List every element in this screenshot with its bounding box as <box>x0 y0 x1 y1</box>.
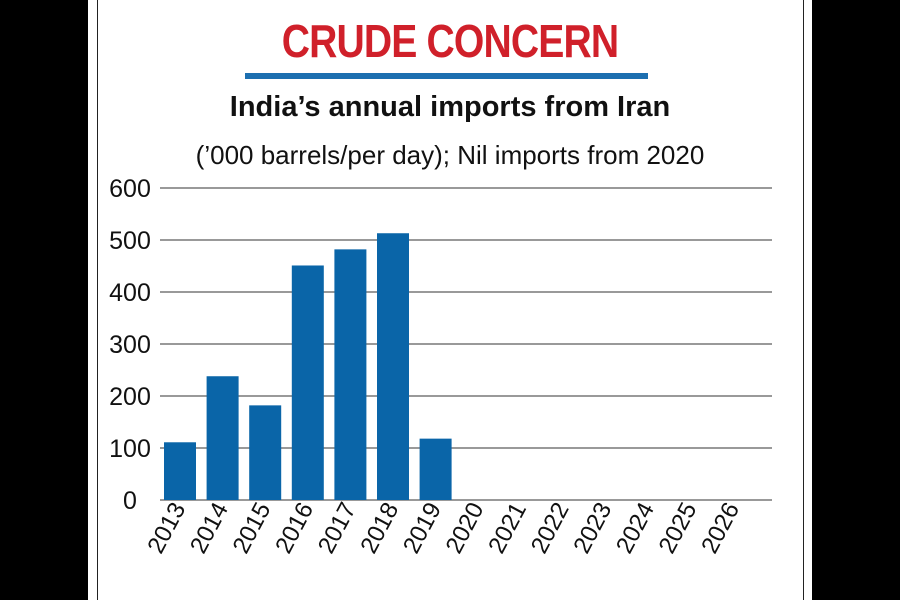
chart-note: (’000 barrels/per day); Nil imports from… <box>195 140 705 170</box>
y-tick-label: 200 <box>109 383 151 411</box>
y-tick-label: 0 <box>123 487 137 515</box>
x-tick-label: 2026 <box>696 498 745 558</box>
bar-2014 <box>206 376 239 500</box>
bar-2018 <box>377 233 409 501</box>
x-tick-label: 2015 <box>228 498 277 558</box>
x-tick-label: 2017 <box>313 498 362 558</box>
bar-2019 <box>419 438 452 500</box>
y-tick-label: 400 <box>109 279 151 307</box>
x-tick-label: 2023 <box>568 498 617 558</box>
x-tick-label: 2025 <box>654 498 703 558</box>
x-tick-label: 2022 <box>526 498 575 558</box>
panel-border <box>97 0 804 600</box>
x-tick-label: 2013 <box>142 498 191 558</box>
chart-subtitle: India’s annual imports from Iran <box>229 91 671 123</box>
title-underline <box>245 73 648 79</box>
bar-2017 <box>334 249 367 500</box>
y-tick-label: 500 <box>109 227 151 255</box>
y-tick-label: 300 <box>109 331 151 359</box>
x-tick-label: 2021 <box>483 498 532 558</box>
bar-2015 <box>249 405 282 500</box>
bar-2013 <box>164 442 196 500</box>
x-tick-label: 2024 <box>611 498 660 558</box>
chart-title: CRUDE CONCERN <box>281 15 619 67</box>
x-tick-label: 2014 <box>185 498 234 558</box>
bar-2016 <box>291 265 324 500</box>
y-tick-label: 600 <box>109 175 151 203</box>
x-tick-label: 2016 <box>270 498 319 558</box>
x-tick-label: 2018 <box>355 498 404 558</box>
y-tick-label: 100 <box>109 435 151 463</box>
x-tick-label: 2020 <box>441 498 490 558</box>
x-tick-label: 2019 <box>398 498 447 558</box>
